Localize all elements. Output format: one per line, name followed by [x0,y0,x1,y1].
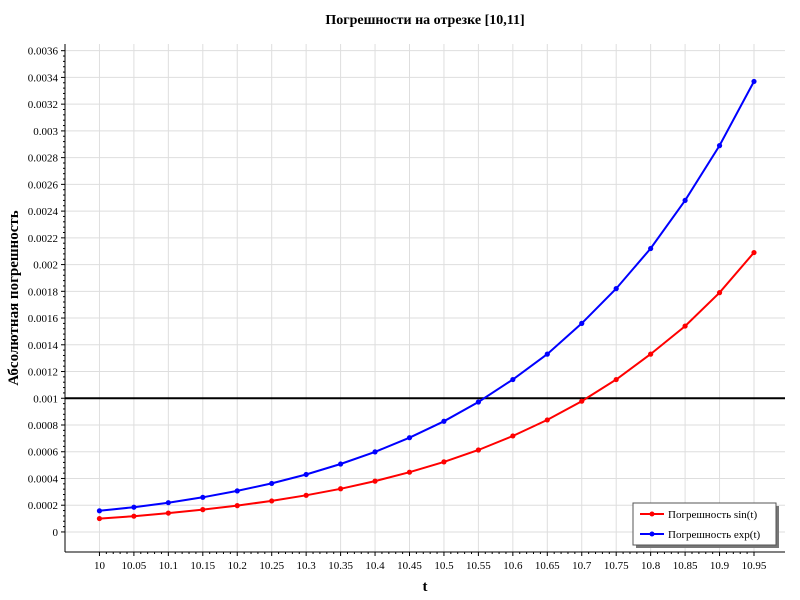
data-point-sin [751,249,757,256]
data-point-sin [441,459,447,465]
data-point-sin [682,323,688,329]
y-tick-label: 0.0012 [28,367,58,379]
data-point-sin [475,447,481,453]
legend-marker-sin [649,511,655,517]
x-tick-label: 10 [94,560,106,572]
y-tick-label: 0.0024 [28,206,59,218]
data-point-exp [200,494,206,500]
data-point-exp [96,508,103,514]
y-tick-label: 0.0014 [28,340,59,352]
x-tick-label: 10.8 [641,560,661,572]
data-point-sin [716,290,723,296]
x-tick-label: 10.5 [434,560,454,572]
data-point-exp [165,500,171,506]
x-tick-label: 10.85 [673,560,698,572]
data-point-exp [441,418,447,424]
data-point-sin [613,376,619,383]
x-tick-label: 10.6 [503,560,523,572]
x-axis-label: t [423,579,428,595]
data-point-sin [544,417,550,423]
data-point-sin [131,513,137,519]
x-tick-label: 10.2 [228,560,247,572]
data-point-exp [544,351,550,357]
x-tick-label: 10.3 [297,560,317,572]
data-point-sin [234,503,240,509]
x-tick-label: 10.15 [190,560,215,572]
grid [65,44,785,552]
y-tick-label: 0.0034 [28,72,59,84]
series-line-exp [99,80,755,512]
x-tick-label: 10.45 [397,560,422,572]
legend-entry-sin: Погрешность sin(t) [640,509,757,521]
x-tick-label: 10.25 [259,560,284,572]
x-tick-label: 10.65 [535,560,560,572]
data-point-sin [510,433,516,439]
data-point-exp [337,461,344,467]
y-tick-label: 0.0032 [28,99,58,111]
y-tick-label: 0.0002 [28,500,58,512]
x-tick-label: 10.05 [122,560,147,572]
chart-title: Погрешности на отрезке [10,11] [325,13,524,28]
y-tick-label: 0.002 [33,260,58,272]
y-tick-label: 0.0004 [28,473,59,485]
data-point-sin [406,469,413,475]
y-tick-label: 0.0036 [28,46,59,58]
data-point-exp [372,449,378,455]
data-point-sin [303,492,309,498]
data-point-exp [682,197,688,204]
data-point-exp [303,471,309,478]
y-tick-label: 0.0018 [28,286,59,298]
data-point-sin [165,510,171,516]
y-tick-label: 0.001 [33,393,58,405]
series-line-sin [99,251,755,520]
y-tick-label: 0.0022 [28,233,58,245]
y-tick-label: 0.003 [33,126,58,138]
legend-box [632,502,777,546]
legend-entry-exp: Погрешность exp(t) [640,529,761,541]
legend-label-sin: Погрешность sin(t) [668,509,757,521]
legend-label-exp: Погрешность exp(t) [668,529,761,541]
data-point-exp [716,143,723,149]
x-tick-label: 10.75 [604,560,629,572]
data-point-sin [200,507,206,513]
y-tick-label: 0.0008 [28,420,59,432]
data-point-exp [234,488,240,494]
y-tick-label: 0.0026 [28,179,59,191]
axes: 10 10.05 10.1 10.15 10.2 10.25 10.3 10.35 10.4 10… [28,44,785,572]
data-point-exp [579,320,585,326]
data-point-sin [337,486,344,492]
x-tick-label: 10.7 [572,560,592,572]
data-point-sin [579,398,585,404]
data-point-sin [269,498,275,504]
x-tick-label: 10.55 [466,560,491,572]
y-tick-label: 0.0016 [28,313,59,325]
y-axis-label: Абсолютная погрешность [6,210,22,385]
x-tick-label: 10.1 [159,560,178,572]
data-point-exp [510,376,516,383]
y-tick-label: 0.0006 [28,447,59,459]
legend-marker-exp [649,531,655,537]
data-point-exp [613,286,619,292]
data-point-exp [269,480,275,487]
data-point-exp [406,435,413,441]
legend: Погрешность sin(t) Погрешность exp(t) [632,502,779,548]
data-point-exp [131,504,137,510]
x-tick-label: 10.4 [365,560,385,572]
data-point-sin [372,478,378,484]
x-tick-label: 10.35 [328,560,353,572]
x-tick-label: 10.95 [742,560,767,572]
data-point-exp [751,78,757,85]
series-group [96,78,757,522]
data-point-sin [96,515,103,522]
y-tick-label: 0 [53,527,59,539]
data-point-sin [648,351,654,357]
y-tick-label: 0.0028 [28,153,59,165]
x-tick-label: 10.9 [710,560,730,572]
data-point-exp [475,399,481,405]
data-point-exp [648,245,654,252]
